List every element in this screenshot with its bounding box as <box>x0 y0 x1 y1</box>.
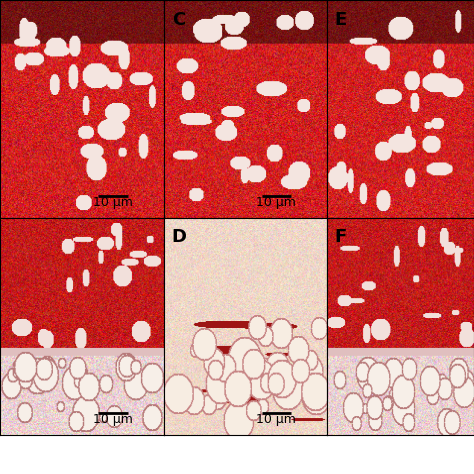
Text: F: F <box>334 228 346 246</box>
Text: 10 μm: 10 μm <box>93 196 133 209</box>
Text: 10 μm: 10 μm <box>256 413 296 427</box>
Text: 10 μm: 10 μm <box>93 413 133 427</box>
Text: E: E <box>334 11 346 29</box>
Text: Control: Control <box>46 14 120 32</box>
Text: Jararhagin   (10 μg): Jararhagin (10 μg) <box>202 14 400 32</box>
Text: 10 μm: 10 μm <box>256 196 296 209</box>
Text: C: C <box>172 11 185 29</box>
Text: D: D <box>172 228 187 246</box>
